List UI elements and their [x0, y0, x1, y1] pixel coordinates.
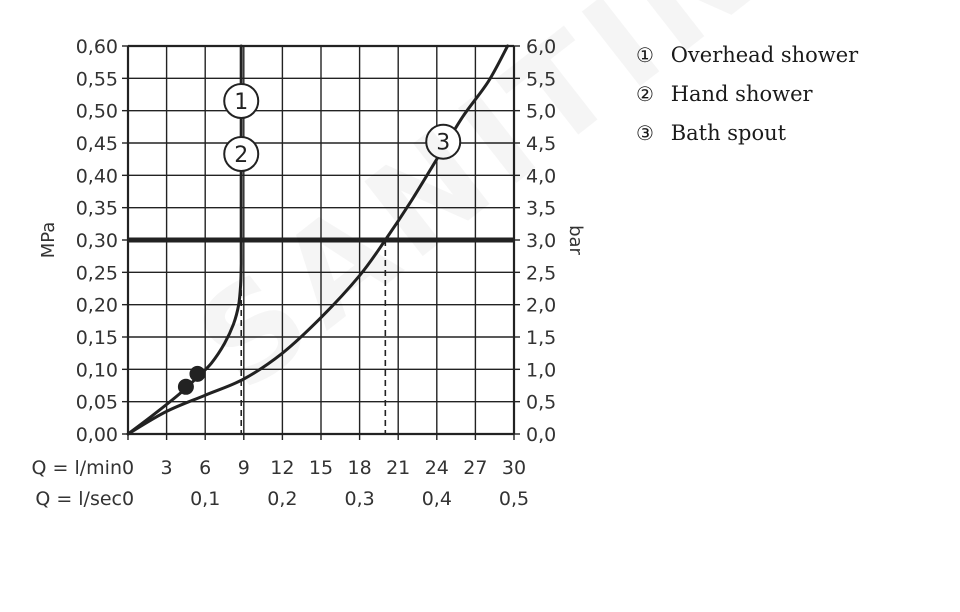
y-tick-label: 0,00 [76, 424, 118, 446]
y2-tick-label: 5,0 [526, 101, 556, 123]
x-tick-label: 3 [161, 457, 173, 479]
y-tick-label: 0,35 [76, 198, 118, 220]
legend-marker: ② [636, 82, 654, 106]
legend-item-overhead-shower: ① Overhead shower [636, 40, 858, 79]
curve-marker-circle [223, 82, 260, 119]
y-tick-label: 0,40 [76, 165, 118, 187]
y2-tick-label: 0,0 [526, 424, 556, 446]
x-tick-label: 0,3 [344, 488, 374, 510]
y2-tick-label: 4,5 [526, 133, 556, 155]
x-tick-label: 0,5 [499, 488, 529, 510]
curve-marker-circle [425, 123, 462, 160]
x-tick-label: 0,4 [422, 488, 452, 510]
legend: ① Overhead shower ② Hand shower ③ Bath s… [636, 40, 858, 157]
x-tick-label: 12 [270, 457, 294, 479]
curve-marker-number: 2 [234, 143, 248, 168]
operating-point [189, 365, 206, 382]
legend-marker: ③ [636, 121, 654, 145]
y-tick-label: 0,60 [76, 36, 118, 58]
x-row-label: Q = l/min [32, 457, 122, 479]
legend-label: Overhead shower [670, 43, 859, 67]
legend-item-hand-shower: ② Hand shower [636, 79, 858, 118]
legend-item-bath-spout: ③ Bath spout [636, 118, 858, 157]
y-tick-label: 0,45 [76, 133, 118, 155]
legend-marker: ① [636, 43, 654, 67]
x-tick-label: 0 [122, 457, 134, 479]
x-tick-label: 9 [238, 457, 250, 479]
x-tick-label: 27 [463, 457, 487, 479]
y-tick-label: 0,50 [76, 101, 118, 123]
legend-label: Hand shower [670, 82, 813, 106]
x-tick-label: 18 [348, 457, 372, 479]
y2-axis-label: bar [565, 225, 586, 255]
y2-tick-label: 6,0 [526, 36, 556, 58]
y2-tick-label: 3,5 [526, 198, 556, 220]
x-tick-label: 6 [199, 457, 211, 479]
y-axis-label: MPa [38, 222, 59, 259]
x-tick-label: 24 [425, 457, 449, 479]
operating-point [177, 378, 194, 395]
y-tick-label: 0,30 [76, 230, 118, 252]
curves [126, 44, 510, 436]
tick-labels: 0,000,050,100,150,200,250,300,350,400,45… [32, 36, 557, 510]
curve-marker-number: 3 [436, 131, 450, 156]
x-tick-label: 30 [502, 457, 526, 479]
y2-tick-label: 0,5 [526, 392, 556, 414]
y2-tick-label: 4,0 [526, 165, 556, 187]
series-line-overhead-shower [126, 44, 243, 436]
legend-label: Bath spout [670, 121, 787, 145]
x-tick-label: 0,1 [190, 488, 220, 510]
x-tick-label: 15 [309, 457, 333, 479]
x-tick-label: 21 [386, 457, 410, 479]
series-line-bath-spout [126, 44, 510, 436]
x-tick-label: 0,2 [267, 488, 297, 510]
curve-labels: 1 2 3 [223, 82, 462, 172]
y2-tick-label: 3,0 [526, 230, 556, 252]
y-tick-label: 0,15 [76, 327, 118, 349]
y2-tick-label: 2,0 [526, 295, 556, 317]
operating-points [177, 365, 206, 395]
y2-tick-label: 1,0 [526, 359, 556, 381]
x-tick-label: 0 [122, 488, 134, 510]
y-tick-label: 0,20 [76, 295, 118, 317]
y-tick-label: 0,05 [76, 392, 118, 414]
curve-marker-number: 1 [234, 90, 248, 115]
x-row-label: Q = l/sec [35, 488, 122, 510]
y2-tick-label: 5,5 [526, 68, 556, 90]
y-tick-label: 0,55 [76, 68, 118, 90]
y2-tick-label: 1,5 [526, 327, 556, 349]
y-tick-label: 0,25 [76, 262, 118, 284]
y-tick-label: 0,10 [76, 359, 118, 381]
curve-marker-circle [223, 135, 260, 172]
y2-tick-label: 2,5 [526, 262, 556, 284]
